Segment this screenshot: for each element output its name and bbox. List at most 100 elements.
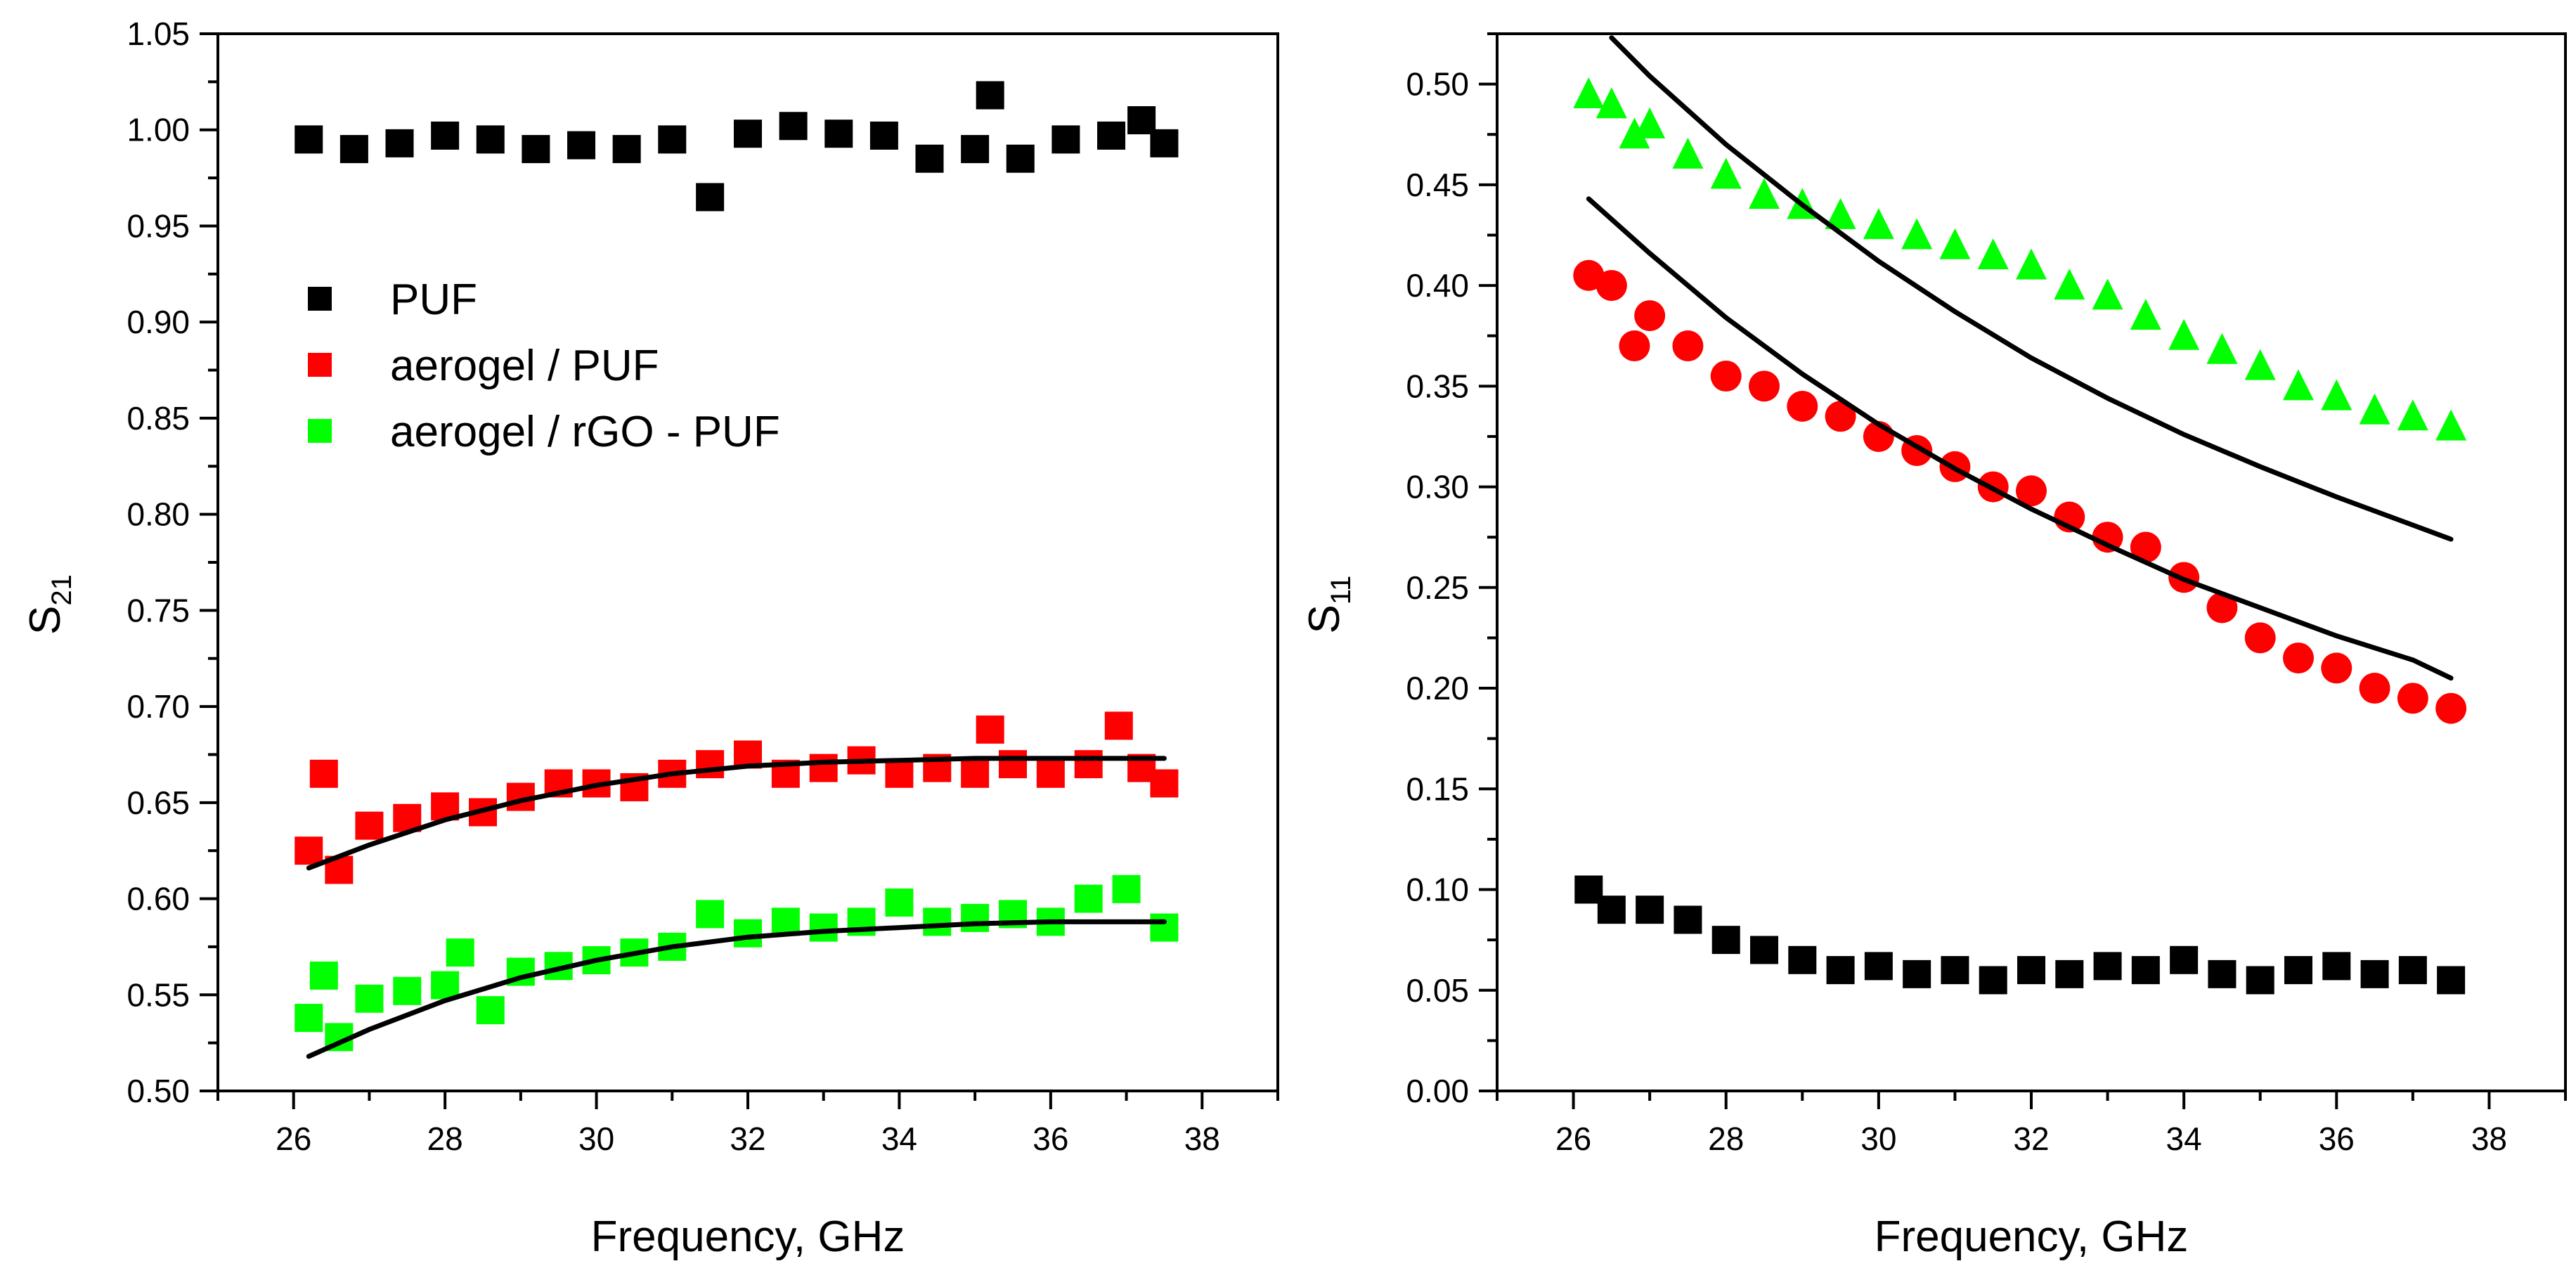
- x-tick-label: 26: [1555, 1120, 1591, 1157]
- data-point: [2016, 248, 2047, 280]
- x-tick-label: 26: [276, 1120, 311, 1157]
- y-tick-label: 0.05: [1406, 972, 1469, 1009]
- data-point: [824, 119, 853, 148]
- data-point: [961, 135, 990, 164]
- data-point: [1150, 129, 1179, 157]
- data-point: [2398, 956, 2427, 985]
- data-point: [2208, 959, 2237, 988]
- y-tick-label: 0.25: [1406, 569, 1469, 606]
- data-point: [809, 754, 838, 782]
- data-point: [999, 750, 1027, 779]
- y-tick-label: 0.30: [1406, 469, 1469, 505]
- legend-swatch: [308, 353, 332, 377]
- series-aerogel-rgo-puf: [295, 874, 1179, 1059]
- data-point: [2359, 393, 2390, 425]
- y-tick-label: 0.60: [127, 881, 190, 917]
- fit-curve: [306, 756, 1167, 871]
- data-point: [1634, 107, 1666, 138]
- data-point: [1006, 144, 1035, 173]
- data-point: [961, 759, 990, 788]
- data-point: [393, 976, 422, 1005]
- left-panel-s21: 26 28 30 32 34 36 38 0.50 0.55 0.60 0.65 0.70 0.75 0.…: [21, 15, 1279, 1261]
- y-axis-title: S21: [21, 574, 77, 635]
- data-point: [923, 907, 952, 936]
- y-tick-label: 0.75: [127, 592, 190, 628]
- series-aerogel-rgo-puf: [1573, 35, 2467, 542]
- data-point: [522, 135, 550, 164]
- data-point: [1074, 750, 1103, 779]
- y-tick-label: 0.35: [1406, 368, 1469, 404]
- data-point: [1826, 956, 1855, 985]
- data-point: [2092, 522, 2123, 553]
- y-tick-label: 0.70: [127, 688, 190, 725]
- data-point: [2435, 409, 2467, 441]
- x-tick-label: 28: [1708, 1120, 1744, 1157]
- x-tick-label: 38: [2471, 1120, 2507, 1157]
- data-point: [696, 900, 725, 929]
- y-axis-title-subscript: 21: [46, 574, 77, 606]
- data-point: [355, 811, 384, 840]
- y-tick-label: 0.00: [1406, 1073, 1469, 1109]
- data-point: [295, 1004, 323, 1033]
- data-point: [1749, 370, 1780, 402]
- legend: PUF aerogel / PUF aerogel / rGO - PUF: [308, 276, 780, 456]
- series-aerogel-puf: [1573, 196, 2467, 724]
- data-point: [1750, 936, 1778, 964]
- data-point: [1074, 884, 1103, 913]
- data-point: [355, 984, 384, 1013]
- y-axis-title: S11: [1300, 576, 1357, 634]
- data-point: [2283, 642, 2314, 674]
- data-point: [476, 125, 505, 154]
- data-point: [2054, 269, 2085, 300]
- data-point: [1749, 178, 1780, 209]
- data-point: [1674, 905, 1702, 934]
- data-point: [1150, 769, 1179, 798]
- y-tick-label: 0.50: [127, 1073, 190, 1109]
- data-point: [885, 888, 914, 917]
- legend-label: aerogel / rGO - PUF: [390, 408, 780, 456]
- data-point: [1104, 711, 1133, 740]
- data-point: [2360, 959, 2389, 988]
- data-point: [1710, 157, 1742, 189]
- data-point: [1596, 270, 1627, 302]
- data-point: [885, 759, 914, 788]
- y-axis-title-main: S: [1300, 605, 1349, 633]
- data-point: [2170, 945, 2199, 974]
- data-point: [2244, 349, 2276, 380]
- fit-curve: [306, 919, 1167, 1059]
- y-tick-label: 0.20: [1406, 670, 1469, 706]
- data-point: [1634, 300, 1666, 332]
- data-point: [1788, 945, 1817, 974]
- x-tick-label: 36: [1033, 1120, 1068, 1157]
- data-point: [1863, 208, 1894, 240]
- y-tick-label: 1.00: [127, 112, 190, 148]
- legend-swatch: [308, 287, 332, 311]
- data-point: [1150, 913, 1179, 942]
- x-tick-label: 38: [1184, 1120, 1220, 1157]
- legend-label: aerogel / PUF: [390, 342, 659, 390]
- y-tick-label: 0.15: [1406, 770, 1469, 807]
- data-point: [2016, 475, 2047, 507]
- data-point: [1573, 77, 1605, 108]
- data-point: [696, 750, 725, 779]
- data-point: [2206, 592, 2238, 623]
- data-point: [734, 119, 762, 148]
- data-point: [961, 903, 990, 932]
- fit-curve: [1609, 35, 2454, 542]
- data-point: [1901, 218, 1933, 250]
- data-point: [779, 112, 808, 141]
- data-point: [2168, 318, 2200, 350]
- x-tick-label: 30: [1860, 1120, 1896, 1157]
- y-axis-title-main: S: [21, 606, 70, 635]
- y-axis-title-subscript: 11: [1326, 576, 1357, 605]
- data-point: [612, 135, 641, 164]
- x-tick-label: 34: [2166, 1120, 2202, 1157]
- data-point: [385, 129, 414, 157]
- data-point: [2092, 278, 2123, 310]
- x-tick-label: 36: [2319, 1120, 2355, 1157]
- data-point: [2437, 966, 2466, 995]
- data-point: [339, 135, 368, 164]
- y-tick-label: 0.45: [1406, 167, 1469, 203]
- x-tick-label: 28: [427, 1120, 463, 1157]
